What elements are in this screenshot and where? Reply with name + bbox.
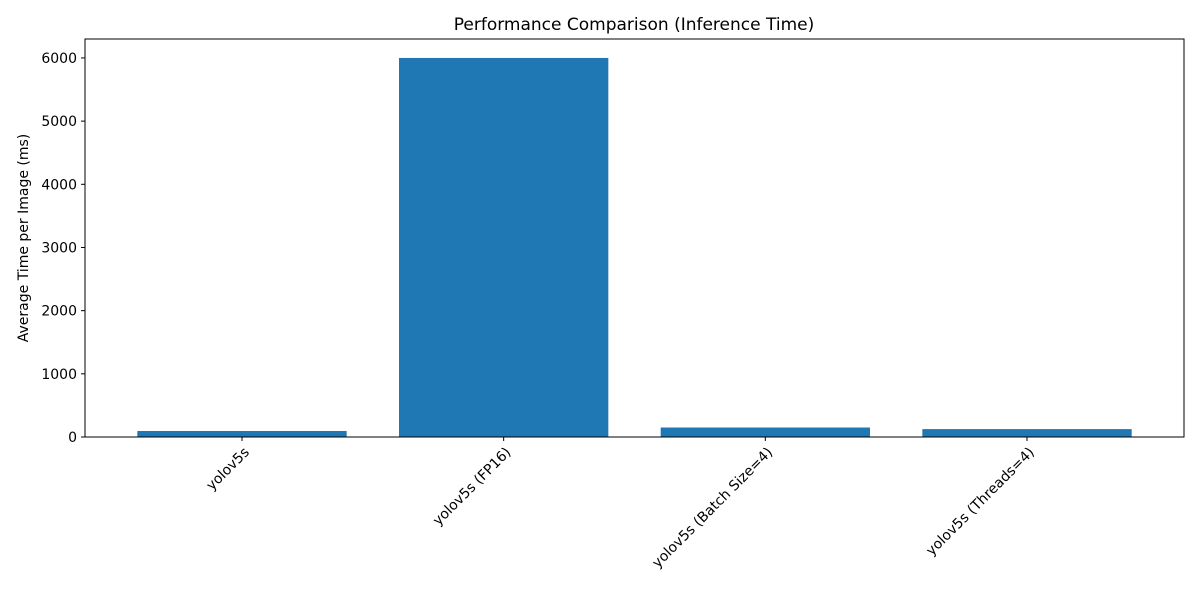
chart-title: Performance Comparison (Inference Time) xyxy=(454,15,814,35)
bar-2 xyxy=(660,427,870,437)
bar-3 xyxy=(922,429,1132,437)
y-tick-label: 6000 xyxy=(41,51,77,67)
y-axis-label: Average Time per Image (ms) xyxy=(16,134,32,343)
y-tick-label: 0 xyxy=(68,430,77,446)
x-tick-label: yolov5s (Batch Size=4) xyxy=(649,445,776,572)
y-tick-label: 4000 xyxy=(41,177,77,193)
plot-frame xyxy=(84,38,1185,438)
y-tick-label: 1000 xyxy=(41,367,77,383)
x-tick-label: yolov5s (Threads=4) xyxy=(923,445,1038,560)
y-tick-label: 2000 xyxy=(41,304,77,320)
y-tick-label: 5000 xyxy=(41,114,77,130)
x-axis: yolov5s yolov5s (FP16) yolov5s (Batch Size… xyxy=(203,437,1038,572)
bars-layer xyxy=(137,57,1132,437)
bar-0 xyxy=(137,430,347,437)
x-tick-label: yolov5s xyxy=(203,445,252,494)
y-tick-label: 3000 xyxy=(41,240,77,256)
y-axis: 0 1000 2000 3000 4000 5000 6000 xyxy=(41,51,85,446)
bar-1 xyxy=(399,57,609,437)
x-tick-label: yolov5s (FP16) xyxy=(430,445,514,529)
